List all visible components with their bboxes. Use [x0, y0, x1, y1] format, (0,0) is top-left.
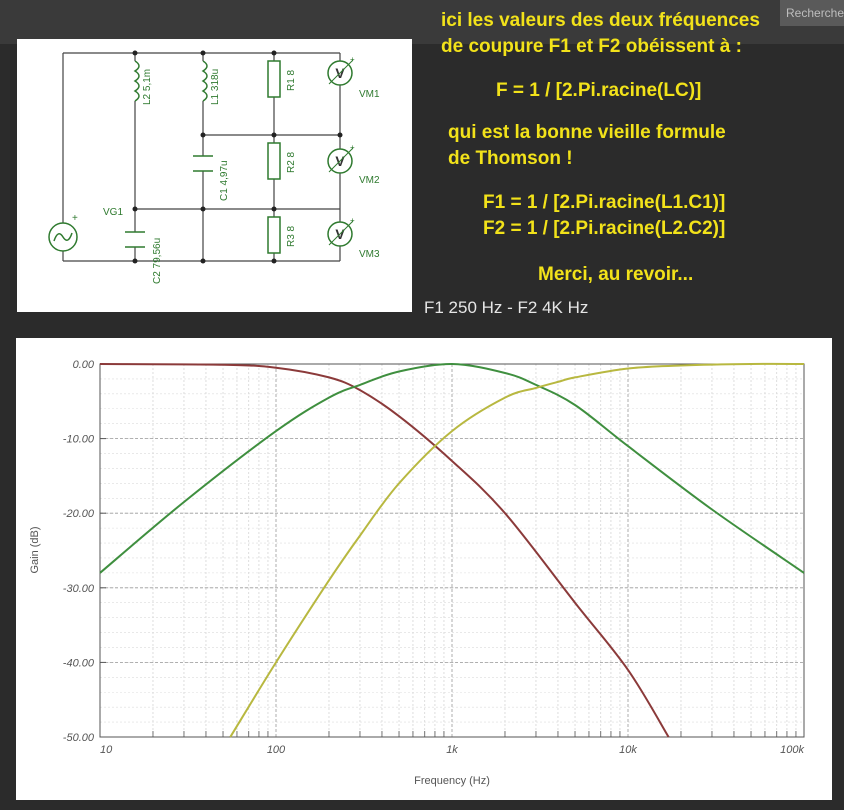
search-tab[interactable]: Rechercher	[780, 0, 844, 26]
resistor-r3-icon	[267, 216, 281, 254]
generator-icon: +	[48, 213, 78, 252]
label-r1: R1 8	[286, 69, 297, 91]
note-bye: Merci, au revoir...	[538, 264, 694, 285]
label-c2: C2 79,56u	[152, 238, 163, 284]
y-axis-label: Gain (dB)	[29, 526, 41, 573]
y-tick-label: -20.00	[63, 508, 95, 520]
series-lines	[99, 362, 805, 738]
label-l2: L2 5,1m	[142, 69, 153, 105]
y-tick-label: -10.00	[63, 434, 95, 446]
grid-minor	[100, 363, 804, 738]
series-line-3	[229, 362, 805, 738]
x-axis-label: Frequency (Hz)	[414, 775, 490, 787]
svg-text:+: +	[350, 216, 355, 225]
resistor-r2-icon	[267, 142, 281, 180]
x-tick-label: 100k	[780, 744, 804, 756]
label-vg1: VG1	[103, 207, 123, 218]
x-tick-labels: 10 100 1k 10k 100k	[100, 744, 804, 756]
label-r3: R3 8	[286, 225, 297, 247]
inductor-l2-icon	[133, 60, 140, 102]
capacitor-c2-icon	[125, 231, 145, 248]
label-c1: C1 4,97u	[219, 160, 230, 201]
capacitor-c1-icon	[193, 155, 213, 172]
note-line2: de coupure F1 et F2 obéissent à :	[441, 36, 742, 57]
x-tick-label: 1k	[446, 744, 458, 756]
y-tick-labels: 0.00 -10.00 -20.00 -30.00 -40.00 -50.00	[63, 359, 95, 744]
x-tick-label: 100	[267, 744, 286, 756]
note-f2: F2 = 1 / [2.Pi.racine(L2.C2)]	[483, 218, 726, 239]
y-tick-label: 0.00	[73, 359, 95, 371]
schematic-panel: + V + V + V + L2 5,1m L1 318u R1 8 R2 8 …	[17, 39, 412, 312]
inductor-l1-icon	[201, 60, 208, 102]
note-formula: F = 1 / [2.Pi.racine(LC)]	[496, 80, 702, 101]
schematic-svg: + V + V + V + L2 5,1m L1 318u R1 8 R2 8 …	[48, 50, 380, 284]
svg-text:+: +	[72, 213, 78, 224]
y-tick-label: -50.00	[63, 732, 95, 744]
graph-panel: 10 100 1k 10k 100k 0.00 -10.00 -20.00 -30.00 -40…	[16, 338, 832, 800]
series-line-2	[99, 362, 805, 574]
label-l1: L1 318u	[210, 69, 221, 105]
label-vm3: VM3	[359, 249, 380, 260]
resistor-r1-icon	[267, 60, 281, 98]
x-tick-label: 10	[100, 744, 113, 756]
label-vm2: VM2	[359, 175, 380, 186]
y-tick-label: -40.00	[63, 657, 95, 669]
svg-text:+: +	[350, 55, 355, 64]
note-line4: de Thomson !	[448, 148, 573, 169]
y-tick-label: -30.00	[63, 583, 95, 595]
voltmeter-vm3-icon: V +	[327, 216, 355, 247]
voltmeter-vm1-icon: V +	[327, 55, 355, 86]
x-tick-label: 10k	[619, 744, 637, 756]
voltmeter-vm2-icon: V +	[327, 143, 355, 174]
caption: F1 250 Hz - F2 4K Hz	[424, 298, 589, 317]
label-vm1: VM1	[359, 89, 380, 100]
grid-major	[99, 363, 805, 738]
gain-chart: 10 100 1k 10k 100k 0.00 -10.00 -20.00 -30.00 -40…	[29, 359, 805, 787]
note-line1: ici les valeurs des deux fréquences	[441, 10, 760, 31]
series-line-1	[99, 363, 670, 738]
label-r2: R2 8	[286, 151, 297, 173]
note-f1: F1 = 1 / [2.Pi.racine(L1.C1)]	[483, 192, 726, 213]
note-line3: qui est la bonne vieille formule	[448, 122, 726, 143]
svg-text:+: +	[350, 143, 355, 152]
top-bar	[0, 0, 844, 44]
